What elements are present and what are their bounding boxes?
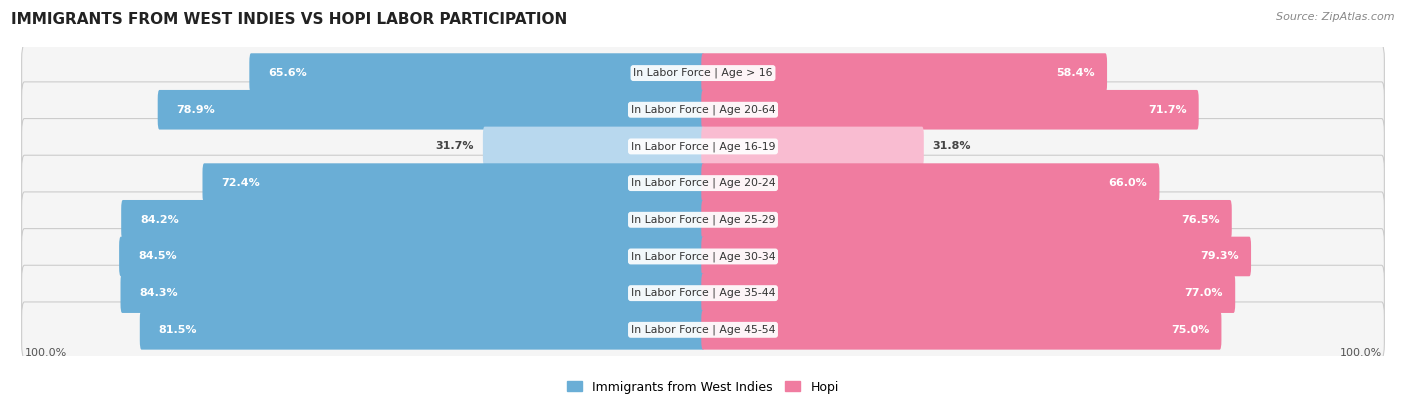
Text: In Labor Force | Age 20-64: In Labor Force | Age 20-64 [631, 105, 775, 115]
Text: 31.7%: 31.7% [436, 141, 474, 151]
Text: In Labor Force | Age 45-54: In Labor Force | Age 45-54 [631, 325, 775, 335]
Text: 72.4%: 72.4% [221, 178, 260, 188]
FancyBboxPatch shape [702, 237, 1251, 276]
Text: 75.0%: 75.0% [1171, 325, 1209, 335]
FancyBboxPatch shape [702, 273, 1236, 313]
Text: 77.0%: 77.0% [1185, 288, 1223, 298]
FancyBboxPatch shape [21, 45, 1385, 101]
FancyBboxPatch shape [482, 127, 704, 166]
Text: 58.4%: 58.4% [1056, 68, 1095, 78]
Text: 65.6%: 65.6% [269, 68, 307, 78]
Text: 100.0%: 100.0% [1340, 348, 1382, 357]
FancyBboxPatch shape [121, 200, 704, 240]
FancyBboxPatch shape [702, 53, 1107, 93]
Text: In Labor Force | Age 30-34: In Labor Force | Age 30-34 [631, 251, 775, 262]
Text: In Labor Force | Age > 16: In Labor Force | Age > 16 [633, 68, 773, 78]
Text: In Labor Force | Age 25-29: In Labor Force | Age 25-29 [631, 214, 775, 225]
FancyBboxPatch shape [21, 82, 1385, 137]
Text: 78.9%: 78.9% [177, 105, 215, 115]
Text: IMMIGRANTS FROM WEST INDIES VS HOPI LABOR PARTICIPATION: IMMIGRANTS FROM WEST INDIES VS HOPI LABO… [11, 12, 568, 27]
Text: 84.2%: 84.2% [141, 215, 179, 225]
FancyBboxPatch shape [121, 273, 704, 313]
Text: In Labor Force | Age 35-44: In Labor Force | Age 35-44 [631, 288, 775, 298]
Text: 71.7%: 71.7% [1149, 105, 1187, 115]
Text: 76.5%: 76.5% [1181, 215, 1219, 225]
Text: 84.3%: 84.3% [139, 288, 179, 298]
FancyBboxPatch shape [21, 118, 1385, 174]
Text: In Labor Force | Age 20-24: In Labor Force | Age 20-24 [631, 178, 775, 188]
FancyBboxPatch shape [702, 310, 1222, 350]
FancyBboxPatch shape [120, 237, 704, 276]
FancyBboxPatch shape [702, 90, 1199, 130]
Text: 84.5%: 84.5% [138, 252, 177, 261]
Text: 100.0%: 100.0% [24, 348, 66, 357]
Text: 79.3%: 79.3% [1201, 252, 1239, 261]
Text: 31.8%: 31.8% [932, 141, 972, 151]
FancyBboxPatch shape [157, 90, 704, 130]
FancyBboxPatch shape [202, 163, 704, 203]
Text: 66.0%: 66.0% [1108, 178, 1147, 188]
Text: In Labor Force | Age 16-19: In Labor Force | Age 16-19 [631, 141, 775, 152]
FancyBboxPatch shape [702, 127, 924, 166]
FancyBboxPatch shape [21, 265, 1385, 321]
Text: 81.5%: 81.5% [159, 325, 197, 335]
FancyBboxPatch shape [21, 302, 1385, 358]
FancyBboxPatch shape [21, 192, 1385, 248]
FancyBboxPatch shape [702, 200, 1232, 240]
FancyBboxPatch shape [702, 163, 1160, 203]
FancyBboxPatch shape [249, 53, 704, 93]
Legend: Immigrants from West Indies, Hopi: Immigrants from West Indies, Hopi [562, 376, 844, 395]
Text: Source: ZipAtlas.com: Source: ZipAtlas.com [1277, 12, 1395, 22]
FancyBboxPatch shape [139, 310, 704, 350]
FancyBboxPatch shape [21, 229, 1385, 284]
FancyBboxPatch shape [21, 155, 1385, 211]
